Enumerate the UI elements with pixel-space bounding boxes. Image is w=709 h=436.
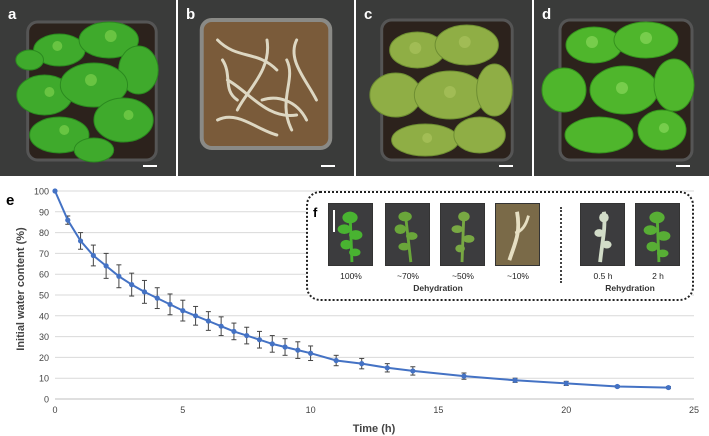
thumb-10 [495, 203, 540, 266]
data-point [192, 313, 199, 319]
thumb-50 [440, 203, 485, 266]
photo-panel-c: c [356, 0, 534, 176]
sprig-image [441, 204, 484, 265]
panel-letter-e: e [6, 192, 14, 209]
thumb-label-0-5h: 0.5 h [593, 271, 613, 281]
plant-photo-a [0, 0, 176, 176]
y-tick-label: 40 [39, 311, 49, 321]
panel-letter-b: b [186, 6, 196, 23]
data-point [103, 263, 109, 269]
plant-photo-d [534, 0, 709, 176]
sprig-image [386, 204, 429, 265]
sprig-image [636, 204, 679, 265]
photo-panel-b: b [178, 0, 356, 176]
x-tick-label: 20 [561, 405, 571, 415]
thumb-label-70: ~70% [397, 271, 419, 281]
sprig-image [496, 204, 539, 265]
data-point [256, 337, 263, 343]
plant-photo-c [356, 0, 532, 176]
data-point [512, 377, 518, 383]
thumb-label-50: ~50% [452, 271, 474, 281]
data-point [154, 295, 160, 301]
data-point [231, 328, 237, 334]
x-tick-label: 10 [306, 405, 316, 415]
data-point [333, 357, 339, 364]
sprig-image [329, 204, 372, 265]
thumb-100 [328, 203, 373, 266]
x-tick-label: 15 [433, 405, 443, 415]
rehydration-label: Rehydration [605, 283, 655, 293]
thumb-70 [385, 203, 430, 266]
data-point [359, 361, 365, 367]
panel-letter-f: f [313, 205, 318, 220]
scale-bar [321, 165, 335, 167]
thumb-2h [635, 203, 680, 266]
data-point [384, 365, 390, 371]
data-point [52, 188, 58, 194]
thumb-label-100: 100% [340, 271, 362, 281]
water-content-series [52, 188, 672, 391]
photo-panel-d: d [534, 0, 709, 176]
data-point [141, 289, 148, 295]
thumb-0-5h [580, 203, 625, 266]
data-point [129, 282, 135, 288]
thumb-label-10: ~10% [507, 271, 529, 281]
data-point [116, 273, 122, 279]
data-point [282, 344, 288, 350]
dehydration-label: Dehydration [413, 283, 463, 293]
data-point [665, 384, 672, 391]
y-tick-label: 70 [39, 249, 49, 259]
data-point [295, 347, 301, 353]
photo-strip: a b [0, 0, 709, 176]
data-point [205, 318, 211, 324]
data-point [410, 368, 416, 374]
panel-letter-c: c [364, 6, 373, 23]
x-tick-label: 5 [180, 405, 185, 415]
x-tick-label: 25 [689, 405, 699, 415]
scale-bar [333, 210, 335, 232]
panel-letter-d: d [542, 6, 552, 23]
data-point [461, 373, 467, 379]
thumb-label-2h: 2 h [652, 271, 664, 281]
data-point [614, 383, 620, 390]
y-tick-label: 90 [39, 207, 49, 217]
y-tick-label: 0 [44, 395, 49, 405]
y-tick-label: 50 [39, 291, 49, 301]
scale-bar [143, 165, 157, 167]
y-axis-label: Initial water content (%) [15, 227, 27, 351]
y-tick-label: 20 [39, 353, 49, 363]
y-tick-label: 30 [39, 332, 49, 342]
data-point [269, 341, 275, 347]
y-tick-label: 60 [39, 270, 49, 280]
scale-bar [676, 165, 690, 167]
panel-letter-a: a [8, 6, 17, 23]
data-point [180, 308, 186, 314]
y-tick-label: 10 [39, 374, 49, 384]
data-point [167, 301, 173, 307]
photo-panel-a: a [0, 0, 178, 176]
data-point [65, 217, 71, 223]
series-line [54, 190, 669, 389]
y-tick-label: 100 [34, 187, 49, 197]
data-point [244, 332, 250, 339]
x-axis-label: Time (h) [353, 423, 396, 435]
x-tick-label: 0 [52, 405, 57, 415]
plant-photo-b [178, 0, 354, 176]
inset-panel-f: f [306, 191, 694, 301]
group-divider [560, 207, 562, 283]
data-point [77, 238, 84, 244]
data-point [90, 252, 96, 259]
data-point [218, 323, 224, 329]
data-point [308, 350, 314, 356]
y-tick-label: 80 [39, 228, 49, 238]
scale-bar [499, 165, 513, 167]
sprig-image [581, 204, 624, 265]
data-point [563, 380, 569, 386]
chart-tick-labels: 0 10 20 30 40 50 60 70 80 90 100 0 5 10 15 20 25 [34, 187, 699, 416]
